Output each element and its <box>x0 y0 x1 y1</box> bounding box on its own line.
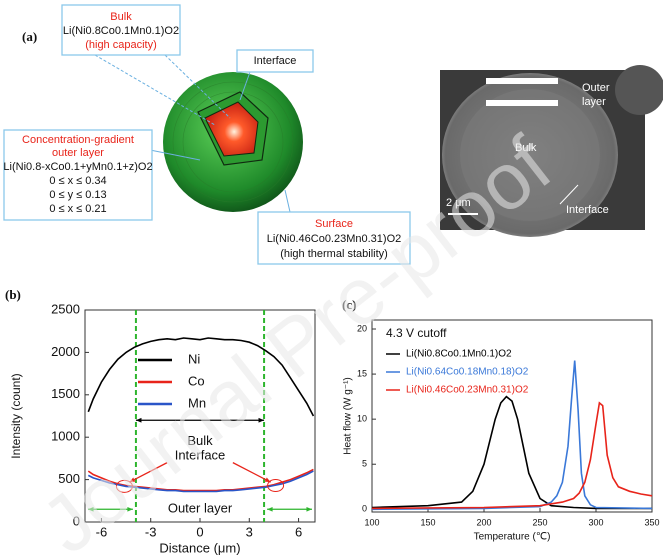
sem-label: layer <box>582 96 606 108</box>
y-tick-label: 1000 <box>51 429 80 444</box>
y-axis-label: Intensity (count) <box>9 373 23 458</box>
y-tick-label: 15 <box>357 368 367 378</box>
panel-label: (a) <box>22 29 37 44</box>
x-tick-label: 6 <box>295 524 302 539</box>
arrow-head <box>135 417 142 423</box>
y-tick-label: 10 <box>357 414 367 424</box>
y-tick-label: 2500 <box>51 301 80 316</box>
x-tick-label: 200 <box>476 517 491 527</box>
panel-label: (c) <box>342 297 356 312</box>
arrow-head <box>88 506 94 512</box>
outer-formula: Li(Ni0.8-xCo0.1+yMn0.1+z)O2 <box>3 161 152 173</box>
series-line <box>87 468 314 492</box>
arrow-head <box>258 417 265 423</box>
series-line <box>371 395 652 510</box>
x-axis-label: Distance (μm) <box>159 540 240 555</box>
sem-image: Outer layer Bulk Interface 2 μm <box>440 65 663 237</box>
annotation: Interface <box>175 447 226 462</box>
y-tick-label: 1500 <box>51 386 80 401</box>
y-tick-label: 0 <box>362 504 367 514</box>
bulk-box <box>61 4 181 56</box>
surface-box <box>257 211 411 265</box>
series-line <box>371 360 653 511</box>
annotation-arrow <box>129 462 168 483</box>
x-tick-label: 300 <box>588 517 603 527</box>
panel-label: (b) <box>5 287 21 302</box>
y-tick-label: 500 <box>58 471 80 486</box>
arrow-head <box>129 477 136 483</box>
sem-label: Bulk <box>515 142 537 154</box>
legend-label: Co <box>188 373 205 388</box>
x-tick-label: 350 <box>644 517 659 527</box>
arrow-head <box>306 506 312 512</box>
y-tick-label: 0 <box>73 513 80 528</box>
y-axis-label: Heat flow (W g⁻¹) <box>343 377 354 455</box>
annotation: Outer layer <box>168 501 233 516</box>
x-tick-label: -6 <box>96 524 108 539</box>
interface-ring <box>115 479 133 493</box>
legend-label: Li(Ni0.46Co0.23Mn0.31)O2 <box>406 385 529 396</box>
outer-range: 0 ≤ x ≤ 0.21 <box>49 203 106 215</box>
x-axis-label: Temperature (℃) <box>474 532 551 543</box>
bulk-formula: Li(Ni0.8Co0.1Mn0.1)O2 <box>63 25 179 37</box>
interface-ring <box>267 479 285 493</box>
x-tick-label: 250 <box>532 517 547 527</box>
series-line <box>87 470 314 493</box>
annotation-arrow <box>232 462 271 483</box>
x-tick-label: 100 <box>364 517 379 527</box>
outer-title: Concentration-gradient <box>22 134 134 146</box>
arrow-head <box>127 506 133 512</box>
surface-formula: Li(Ni0.46Co0.23Mn0.31)O2 <box>267 233 402 245</box>
x-tick-label: -3 <box>145 524 157 539</box>
arrow-head <box>264 477 271 483</box>
plot-frame <box>371 319 653 513</box>
x-tick-label: 0 <box>196 524 203 539</box>
x-tick-label: 150 <box>420 517 435 527</box>
outer-box <box>3 129 153 221</box>
interface-label: Interface <box>254 55 297 67</box>
bulk-title: Bulk <box>110 11 132 23</box>
sem-label: Interface <box>566 204 609 216</box>
sphere <box>94 54 303 213</box>
sem-label: Outer <box>582 82 610 94</box>
outer-title: outer layer <box>52 147 104 159</box>
x-tick-label: 3 <box>246 524 253 539</box>
annotation: Bulk <box>187 433 213 448</box>
outer-range: 0 ≤ y ≤ 0.13 <box>49 189 106 201</box>
sem-scale: 2 μm <box>446 197 471 209</box>
legend-label: Mn <box>188 395 206 410</box>
series-line <box>371 401 653 510</box>
surface-title: Surface <box>315 218 353 230</box>
series-line <box>87 337 315 417</box>
bulk-note: (high capacity) <box>85 39 157 51</box>
outer-range: 0 ≤ x ≤ 0.34 <box>49 175 106 187</box>
legend-label: Li(Ni0.64Co0.18Mn0.18)O2 <box>406 367 529 378</box>
surface-note: (high thermal stability) <box>280 248 388 260</box>
chart-title: 4.3 V cutoff <box>386 326 447 340</box>
y-tick-label: 2000 <box>51 344 80 359</box>
y-tick-label: 20 <box>357 323 367 333</box>
legend-label: Li(Ni0.8Co0.1Mn0.1)O2 <box>406 349 512 360</box>
arrow-head <box>267 506 273 512</box>
y-tick-label: 5 <box>362 459 367 469</box>
interface-box <box>236 49 314 73</box>
legend-label: Ni <box>188 351 200 366</box>
